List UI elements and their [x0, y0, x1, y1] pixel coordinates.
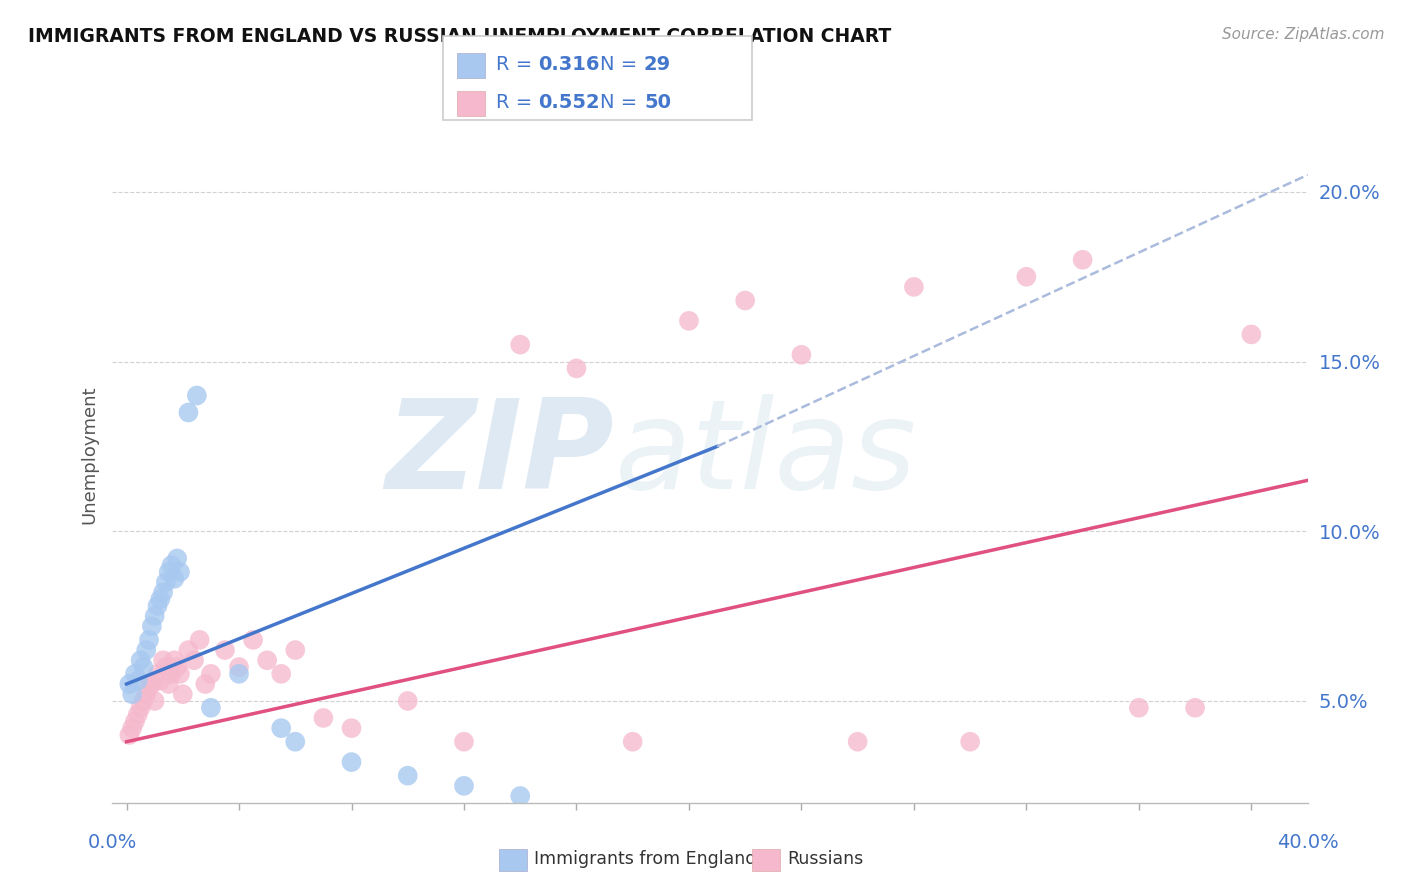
- Point: [396, 769, 419, 783]
- Text: N =: N =: [600, 93, 644, 112]
- Text: 0.552: 0.552: [538, 93, 600, 112]
- Point: [228, 666, 250, 681]
- Point: [149, 673, 172, 688]
- Point: [157, 565, 180, 579]
- Point: [200, 700, 222, 714]
- Point: [242, 632, 264, 647]
- Point: [163, 653, 186, 667]
- Point: [678, 314, 700, 328]
- Text: R =: R =: [496, 54, 538, 74]
- Text: 0.316: 0.316: [538, 54, 600, 74]
- Point: [155, 575, 177, 590]
- Point: [790, 348, 813, 362]
- Point: [214, 643, 236, 657]
- Point: [270, 721, 292, 735]
- Point: [1015, 269, 1038, 284]
- Point: [256, 653, 278, 667]
- Point: [169, 565, 191, 579]
- Point: [509, 789, 531, 803]
- Point: [1071, 252, 1094, 267]
- Text: 50: 50: [644, 93, 671, 112]
- Point: [200, 666, 222, 681]
- Text: Source: ZipAtlas.com: Source: ZipAtlas.com: [1222, 27, 1385, 42]
- Text: N =: N =: [600, 54, 644, 74]
- Point: [141, 677, 163, 691]
- Point: [959, 735, 981, 749]
- Point: [129, 653, 152, 667]
- Text: IMMIGRANTS FROM ENGLAND VS RUSSIAN UNEMPLOYMENT CORRELATION CHART: IMMIGRANTS FROM ENGLAND VS RUSSIAN UNEMP…: [28, 27, 891, 45]
- Point: [1240, 327, 1263, 342]
- Point: [141, 619, 163, 633]
- Point: [132, 660, 155, 674]
- Text: 40.0%: 40.0%: [1277, 833, 1339, 853]
- Point: [124, 666, 146, 681]
- Point: [166, 660, 188, 674]
- Point: [121, 687, 143, 701]
- Point: [149, 592, 172, 607]
- Y-axis label: Unemployment: Unemployment: [80, 385, 98, 524]
- Point: [135, 687, 157, 701]
- Point: [340, 755, 363, 769]
- Point: [177, 405, 200, 419]
- Point: [121, 721, 143, 735]
- Point: [166, 551, 188, 566]
- Point: [157, 677, 180, 691]
- Point: [172, 687, 194, 701]
- Point: [118, 677, 141, 691]
- Point: [138, 632, 160, 647]
- Point: [270, 666, 292, 681]
- Text: atlas: atlas: [614, 394, 917, 516]
- Point: [155, 660, 177, 674]
- Point: [160, 558, 183, 573]
- Text: Immigrants from England: Immigrants from England: [534, 850, 756, 868]
- Point: [183, 653, 205, 667]
- Point: [146, 666, 169, 681]
- Point: [127, 673, 149, 688]
- Point: [127, 707, 149, 722]
- Point: [846, 735, 869, 749]
- Point: [129, 700, 152, 714]
- Point: [169, 666, 191, 681]
- Point: [509, 337, 531, 351]
- Point: [903, 280, 925, 294]
- Point: [132, 694, 155, 708]
- Point: [143, 609, 166, 624]
- Point: [124, 714, 146, 729]
- Point: [453, 735, 475, 749]
- Point: [152, 653, 174, 667]
- Point: [284, 735, 307, 749]
- Text: Russians: Russians: [787, 850, 863, 868]
- Point: [194, 677, 217, 691]
- Point: [146, 599, 169, 613]
- Point: [621, 735, 644, 749]
- Point: [135, 643, 157, 657]
- Point: [1128, 700, 1150, 714]
- Point: [453, 779, 475, 793]
- Point: [396, 694, 419, 708]
- Point: [163, 572, 186, 586]
- Point: [565, 361, 588, 376]
- Point: [143, 694, 166, 708]
- Text: 0.0%: 0.0%: [87, 833, 138, 853]
- Point: [138, 681, 160, 695]
- Text: 29: 29: [644, 54, 671, 74]
- Text: ZIP: ZIP: [385, 394, 614, 516]
- Point: [188, 632, 211, 647]
- Point: [177, 643, 200, 657]
- Point: [152, 585, 174, 599]
- Point: [228, 660, 250, 674]
- Point: [160, 666, 183, 681]
- Point: [284, 643, 307, 657]
- Text: R =: R =: [496, 93, 538, 112]
- Point: [734, 293, 756, 308]
- Point: [1184, 700, 1206, 714]
- Point: [118, 728, 141, 742]
- Point: [340, 721, 363, 735]
- Point: [186, 388, 208, 402]
- Point: [312, 711, 335, 725]
